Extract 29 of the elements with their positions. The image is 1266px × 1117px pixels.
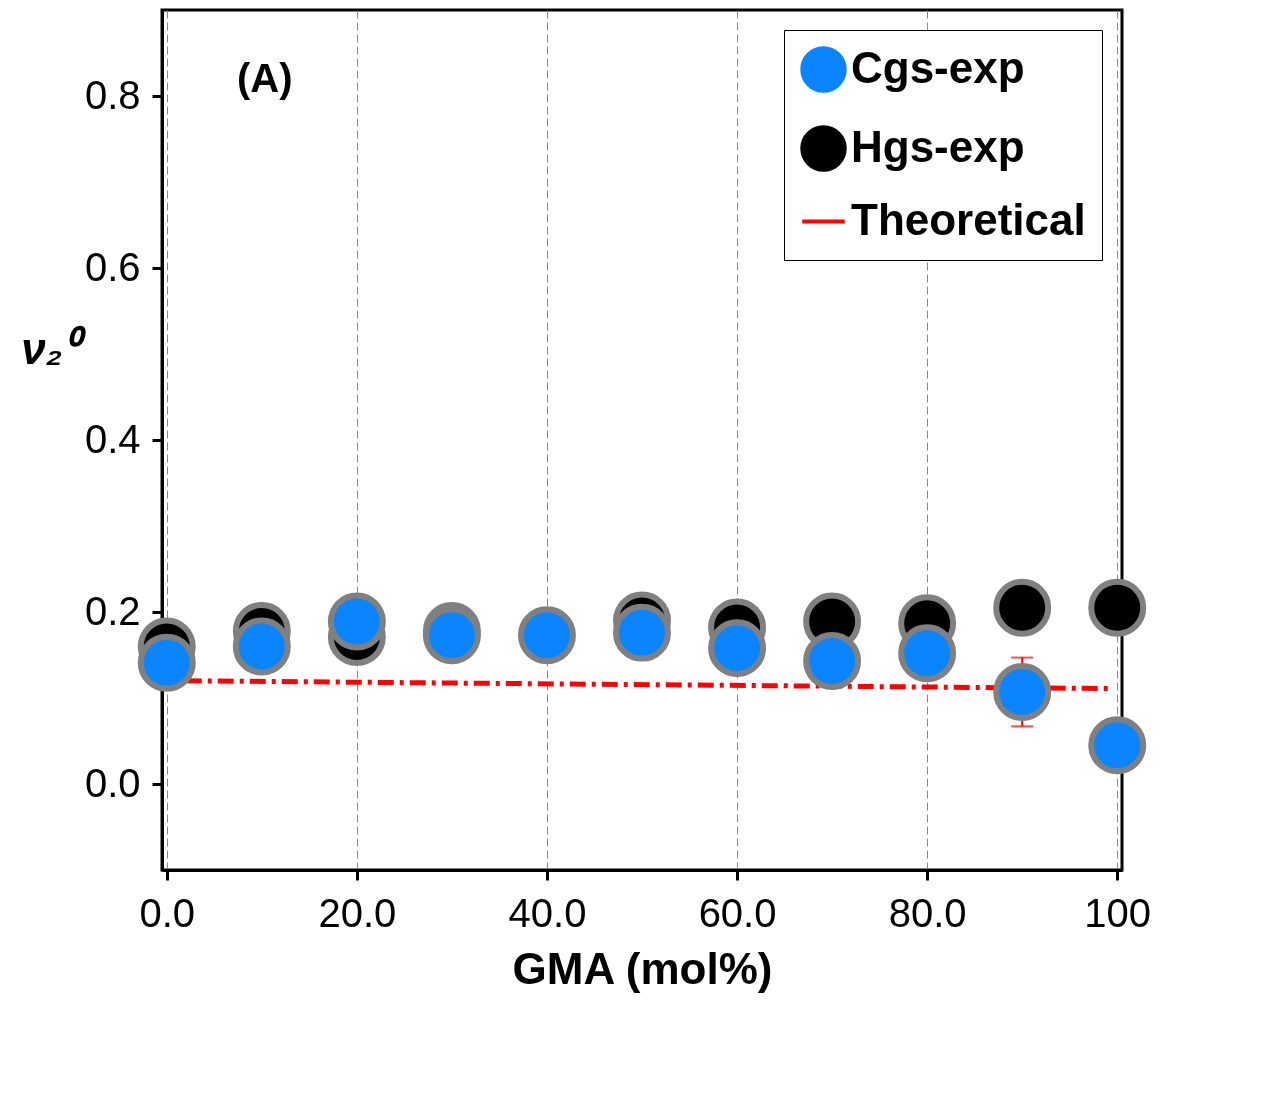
legend-label: Cgs-exp [851, 42, 1025, 92]
point [708, 619, 767, 678]
y-tick-label: 0.0 [84, 760, 141, 805]
point [1088, 716, 1147, 775]
y-tick-label: 0.4 [84, 416, 141, 461]
point [1088, 578, 1147, 637]
point [613, 603, 671, 662]
x-tick-label: 0.0 [139, 890, 196, 935]
x-tick-label: 20.0 [318, 890, 397, 935]
annotation: (A) [237, 56, 293, 100]
x-axis-title: GMA (mol%) [512, 943, 773, 993]
y-tick-label: 0.2 [84, 588, 141, 633]
legend-label: Hgs-exp [851, 121, 1025, 171]
x-tick-label: 100 [1084, 890, 1152, 935]
y-tick-label: 0.6 [84, 244, 141, 289]
y-tick-label: 0.8 [84, 72, 141, 117]
point [517, 606, 576, 665]
point [327, 592, 386, 651]
x-tick-label: 40.0 [508, 890, 587, 935]
point [993, 578, 1052, 637]
point [993, 663, 1052, 721]
legend-label: Theoretical [851, 194, 1086, 244]
y-axis-title: ν₂⁰ [21, 323, 87, 373]
x-tick-label: 60.0 [698, 890, 777, 935]
point [803, 632, 862, 690]
point [898, 624, 957, 683]
x-tick-label: 80.0 [888, 890, 967, 935]
point [137, 633, 196, 692]
point [232, 617, 291, 676]
